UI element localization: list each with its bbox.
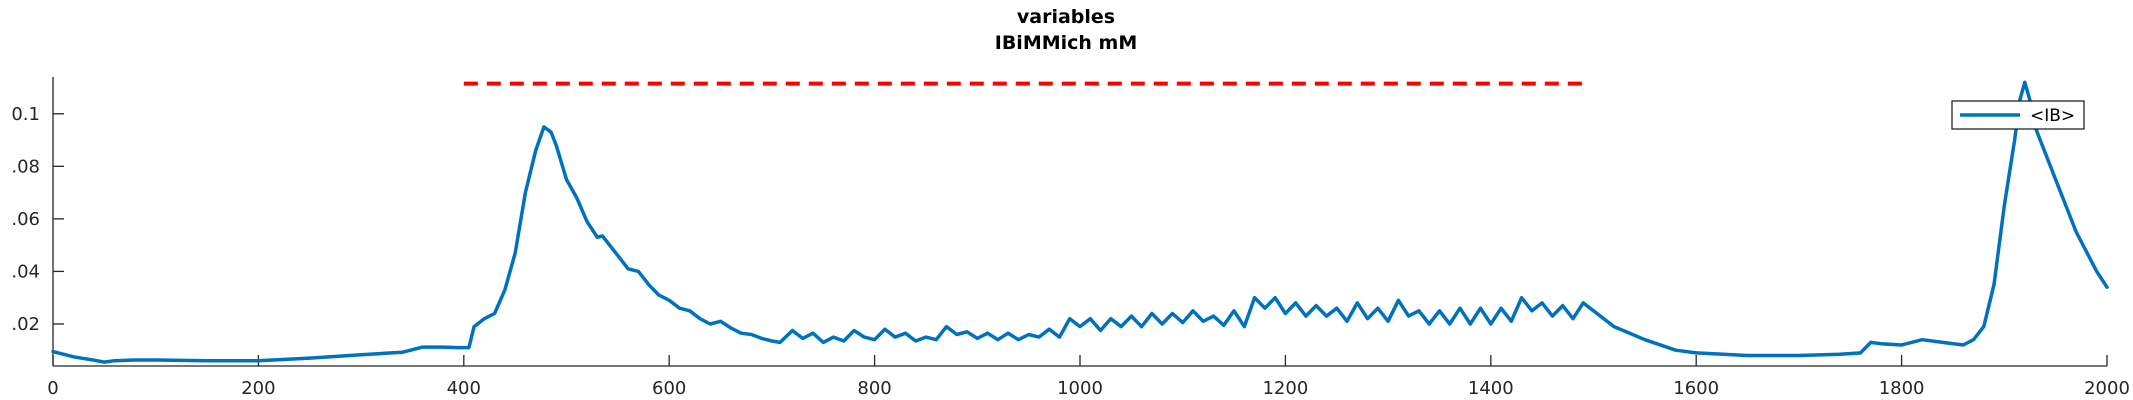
- y-axis-ticks: .02 .04 .06 .08 0.1: [11, 104, 64, 335]
- x-tick-label: 400: [447, 378, 481, 399]
- y-tick-label: .02: [11, 314, 40, 335]
- legend-label: <IB>: [2030, 106, 2075, 126]
- x-tick-label: 1800: [1879, 378, 1925, 399]
- legend: <IB>: [1951, 100, 2085, 130]
- x-tick-label: 600: [652, 378, 686, 399]
- series-line-ib: [51, 80, 2109, 364]
- y-tick-label: .06: [11, 209, 40, 230]
- x-axis-ticks: 0 200 400 600 800 1000 1200 1400 1600 1800 2000: [47, 355, 2130, 399]
- x-tick-label: 1000: [1057, 378, 1103, 399]
- x-tick-label: 200: [241, 378, 275, 399]
- y-tick-label: .04: [11, 261, 40, 282]
- x-tick-label: 800: [857, 378, 891, 399]
- y-tick-label: 0.1: [11, 104, 40, 125]
- x-tick-label: 1400: [1468, 378, 1514, 399]
- x-tick-label: 1200: [1262, 378, 1308, 399]
- x-tick-label: 1600: [1673, 378, 1719, 399]
- chart-title: variables: [1017, 6, 1115, 28]
- y-tick-label: .08: [11, 156, 40, 177]
- chart-subtitle: IBiMMich mM: [995, 32, 1138, 54]
- x-tick-label: 0: [47, 378, 58, 399]
- x-tick-label: 2000: [2084, 378, 2130, 399]
